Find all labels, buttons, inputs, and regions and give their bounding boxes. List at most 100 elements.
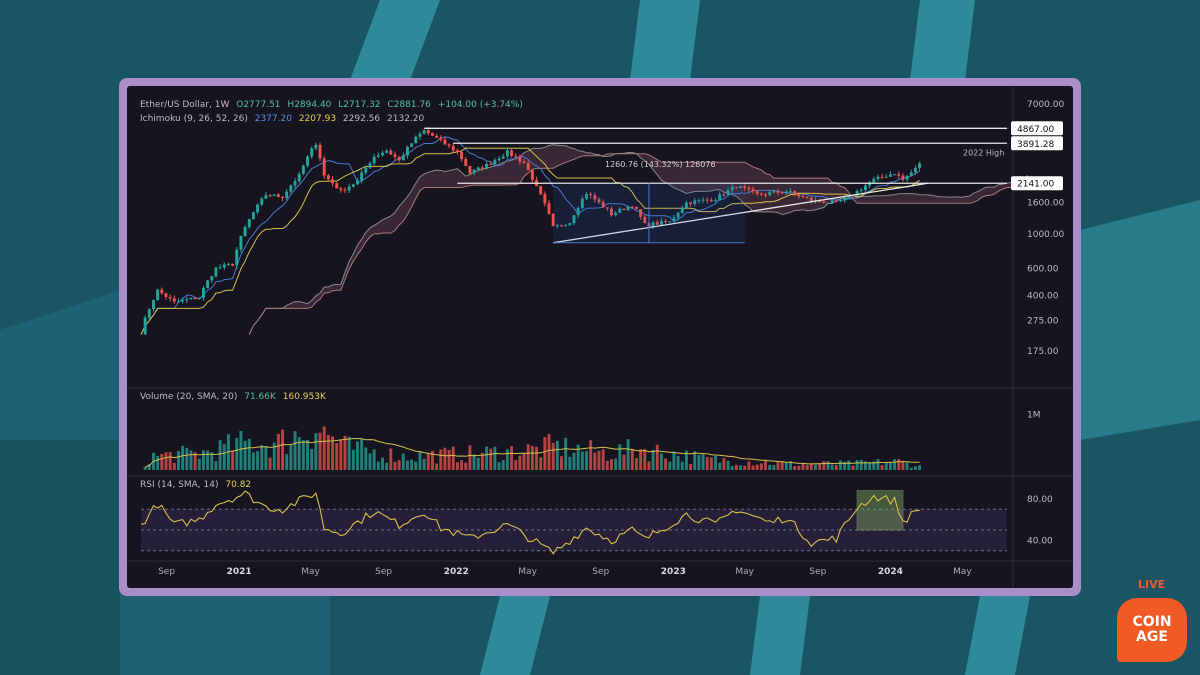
candle-body bbox=[843, 197, 847, 201]
candle-body bbox=[318, 144, 322, 159]
candle-body bbox=[518, 156, 522, 162]
volume-bar bbox=[705, 457, 709, 470]
candle-body bbox=[530, 169, 534, 180]
candle-body bbox=[555, 225, 559, 227]
candle-body bbox=[376, 155, 380, 157]
volume-bar bbox=[822, 461, 826, 470]
candle-body bbox=[464, 159, 468, 166]
volume-bar bbox=[476, 457, 480, 470]
volume-bar bbox=[418, 451, 422, 470]
candle-body bbox=[193, 297, 197, 300]
volume-bar bbox=[401, 453, 405, 470]
candle-body bbox=[251, 212, 255, 220]
volume-bar bbox=[814, 464, 817, 470]
annotation-2022-high: 2022 High bbox=[963, 148, 1004, 157]
candle-body bbox=[597, 199, 601, 202]
volume-bar bbox=[622, 454, 626, 470]
volume-bar bbox=[222, 444, 226, 470]
symbol-header: Ether/US Dollar, 1W O2777.51 H2894.40 L2… bbox=[140, 100, 527, 110]
price-label-text: 4867.00 bbox=[1017, 125, 1054, 135]
candle-body bbox=[905, 175, 909, 180]
rsi-label: RSI (14, SMA, 14) bbox=[140, 480, 219, 490]
candle-body bbox=[493, 160, 497, 165]
volume-bar bbox=[768, 464, 772, 470]
volume-bar bbox=[381, 457, 384, 470]
candle-body bbox=[326, 175, 330, 180]
volume-bar bbox=[876, 459, 880, 470]
candle-body bbox=[805, 196, 809, 199]
candle-body bbox=[143, 317, 147, 335]
candle-body bbox=[210, 276, 214, 281]
volume-bar bbox=[793, 466, 797, 470]
volume-bar bbox=[851, 465, 855, 470]
volume-bar bbox=[256, 451, 260, 470]
volume-bar bbox=[318, 432, 322, 470]
candle-body bbox=[476, 167, 480, 170]
candle-body bbox=[755, 191, 759, 194]
volume-bar bbox=[630, 448, 634, 470]
candle-body bbox=[356, 180, 359, 185]
volume-bar bbox=[539, 457, 543, 470]
price-tick-label: 1000.00 bbox=[1027, 230, 1064, 240]
volume-bar bbox=[272, 442, 276, 470]
candle-body bbox=[839, 200, 842, 202]
candle-body bbox=[743, 186, 747, 189]
candle-body bbox=[426, 130, 430, 134]
candle-body bbox=[614, 212, 618, 216]
candle-body bbox=[797, 193, 801, 197]
ohlc-close: C2881.76 bbox=[387, 100, 431, 110]
volume-bar bbox=[197, 458, 201, 470]
candle-body bbox=[634, 206, 638, 210]
candle-body bbox=[197, 297, 201, 300]
volume-bar bbox=[364, 447, 368, 470]
volume-bar bbox=[389, 448, 393, 470]
volume-bar bbox=[185, 447, 189, 470]
volume-bar bbox=[905, 462, 909, 470]
date-tick-label: 2022 bbox=[444, 567, 469, 577]
symbol-title: Ether/US Dollar, 1W bbox=[140, 100, 230, 110]
volume-bar bbox=[913, 466, 917, 470]
volume-bar bbox=[555, 440, 559, 470]
volume-bar bbox=[759, 463, 763, 470]
candle-body bbox=[418, 133, 422, 137]
candle-body bbox=[422, 130, 426, 134]
volume-bar bbox=[505, 449, 509, 470]
candle-body bbox=[618, 208, 622, 213]
candle-body bbox=[709, 199, 713, 202]
rsi-tick-label: 80.00 bbox=[1027, 495, 1053, 505]
date-tick-label: Sep bbox=[592, 567, 609, 577]
volume-bar bbox=[206, 450, 210, 470]
volume-bar bbox=[297, 437, 301, 470]
volume-bar bbox=[751, 465, 755, 470]
volume-bar bbox=[647, 461, 651, 470]
price-tick-label: 600.00 bbox=[1027, 264, 1059, 274]
candle-body bbox=[406, 146, 409, 156]
volume-bar bbox=[406, 460, 409, 470]
volume-bar bbox=[601, 449, 605, 470]
candle-body bbox=[897, 174, 901, 176]
volume-bar bbox=[888, 462, 892, 470]
volume-bar bbox=[231, 451, 235, 470]
chart-canvas[interactable]: 2022 High 1260.76 (143.32%) 126076 7000.00… bbox=[127, 86, 1073, 588]
volume-bar bbox=[863, 461, 867, 470]
candle-body bbox=[626, 206, 630, 210]
date-tick-label: Sep bbox=[809, 567, 826, 577]
volume-bar bbox=[576, 444, 580, 470]
candle-body bbox=[601, 201, 605, 208]
volume-bar bbox=[701, 453, 705, 470]
volume-bar bbox=[547, 433, 551, 470]
volume-bar bbox=[281, 429, 285, 470]
date-tick-label: Sep bbox=[158, 567, 175, 577]
candle-body bbox=[256, 204, 260, 213]
candle-body bbox=[306, 156, 309, 166]
candle-body bbox=[485, 164, 489, 169]
candle-body bbox=[693, 200, 697, 204]
volume-bar bbox=[826, 461, 830, 470]
volume-bar bbox=[472, 454, 476, 470]
price-label-text: 2141.00 bbox=[1017, 180, 1054, 190]
candle-body bbox=[181, 299, 185, 302]
volume-bar bbox=[897, 459, 901, 470]
candle-body bbox=[772, 191, 776, 193]
volume-bar bbox=[847, 460, 851, 470]
candle-body bbox=[505, 150, 509, 157]
